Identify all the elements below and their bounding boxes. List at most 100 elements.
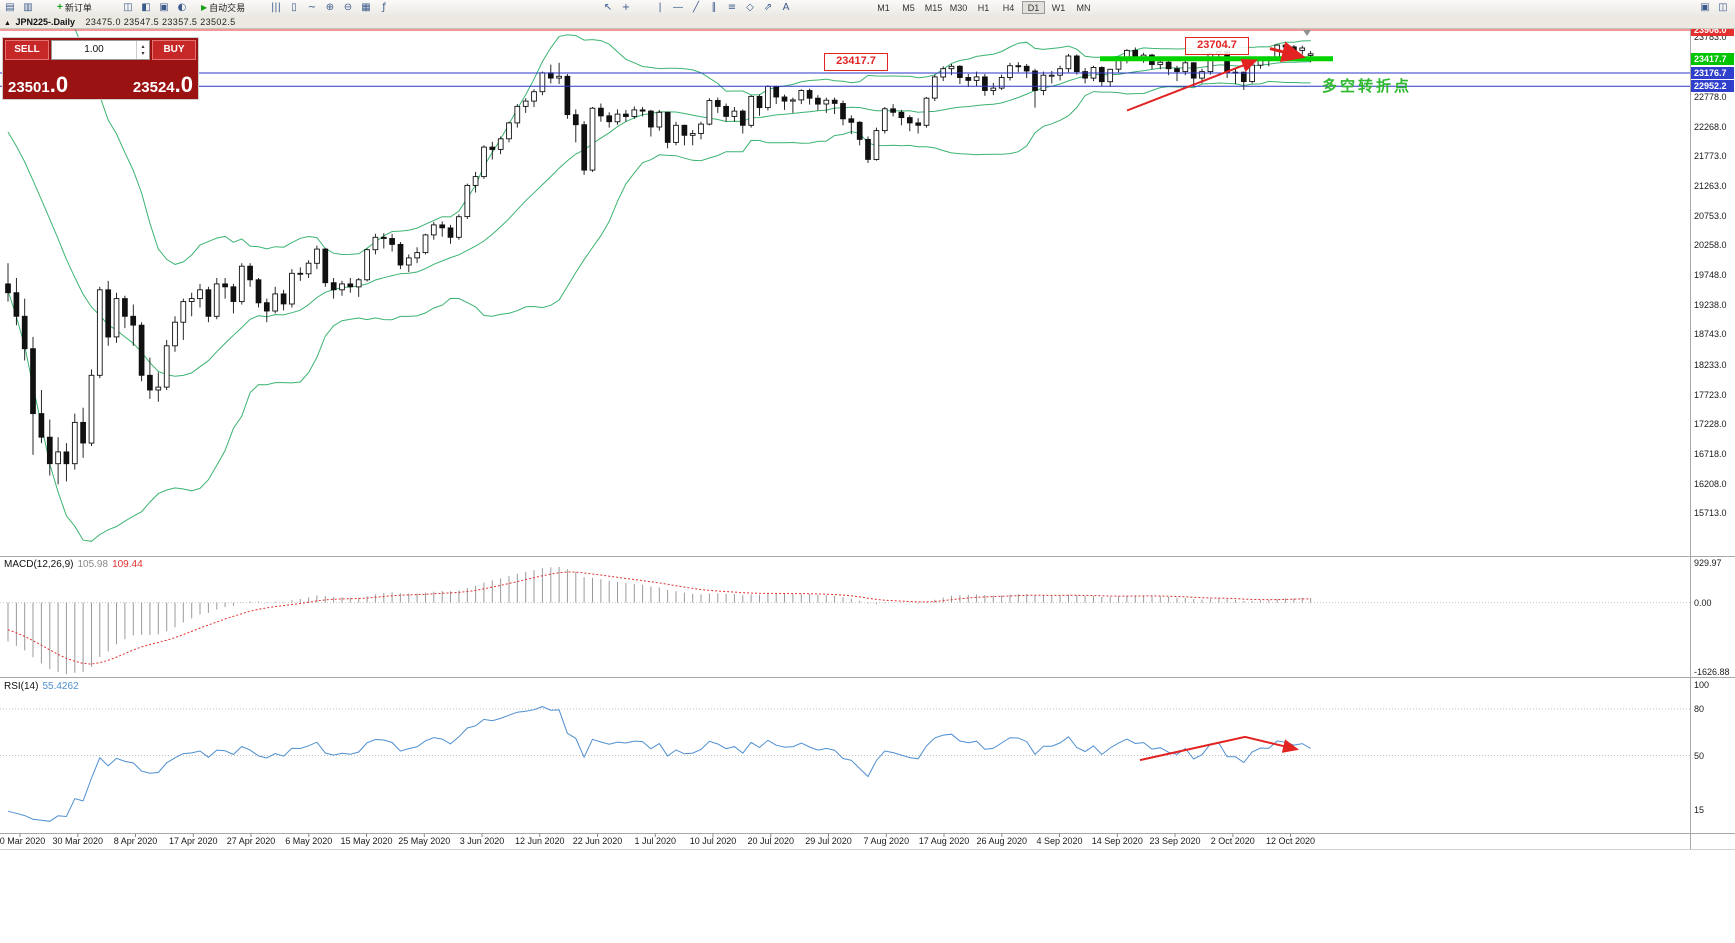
- text-icon[interactable]: A: [782, 2, 790, 13]
- price-scale-tick: 20753.0: [1694, 210, 1727, 221]
- timeframe-d1-button[interactable]: D1: [1022, 1, 1045, 14]
- price-scale-tick: 15713.0: [1694, 508, 1727, 519]
- profiles-icon[interactable]: ▥: [23, 2, 33, 13]
- one-click-trading-panel: SELL 1.00 ▴ ▾ BUY 23501.0 23524.0: [2, 37, 199, 100]
- zoom-out-icon[interactable]: ⊖: [343, 2, 353, 13]
- timeframe-h1-button[interactable]: H1: [972, 1, 995, 14]
- timeframe-m1-button[interactable]: M1: [872, 1, 895, 14]
- lot-up-icon[interactable]: ▴: [141, 43, 145, 50]
- buy-price: 23524.0: [132, 72, 193, 97]
- indicators-icon[interactable]: ƒ: [382, 2, 386, 13]
- date-axis-label: 10 Mar 2020: [0, 836, 46, 846]
- lot-value[interactable]: 1.00: [84, 44, 104, 55]
- macd-scale-value: 929.97: [1694, 558, 1722, 568]
- lot-down-icon[interactable]: ▾: [141, 50, 145, 57]
- chart-canvas[interactable]: [0, 0, 1735, 850]
- horizontal-line-icon[interactable]: ―: [673, 2, 683, 13]
- date-axis-label: 12 Oct 2020: [1265, 836, 1316, 846]
- arrows-icon[interactable]: ⇗: [763, 2, 773, 13]
- date-axis-label: 14 Sep 2020: [1091, 836, 1143, 846]
- rsi-arrow: [1139, 735, 1299, 762]
- autotrading-play-icon: ▶: [201, 3, 208, 12]
- chart-window-icon: ▲: [4, 20, 11, 27]
- fibonacci-icon[interactable]: ≡: [727, 2, 737, 13]
- line-chart-icon[interactable]: ~: [307, 2, 317, 13]
- price-annotation-23704[interactable]: 23704.7: [1185, 37, 1249, 55]
- trendline-icon[interactable]: ╱: [692, 2, 700, 13]
- timeframe-w1-button[interactable]: W1: [1047, 1, 1070, 14]
- rsi-scale-value: 80: [1694, 704, 1705, 714]
- timeframe-m30-button[interactable]: M30: [947, 1, 970, 14]
- crosshair-icon[interactable]: +: [621, 2, 631, 13]
- new-order-plus-icon: +: [57, 2, 63, 13]
- new-order-label: 新订单: [64, 3, 92, 13]
- candlestick-chart-icon[interactable]: ▯: [291, 2, 297, 13]
- date-axis-label: 7 Aug 2020: [863, 836, 910, 846]
- autotrading-button[interactable]: ▶ 自动交易: [198, 1, 248, 15]
- rsi-scale-value: 100: [1694, 680, 1710, 690]
- date-axis-label: 4 Sep 2020: [1036, 836, 1083, 846]
- price-line-tag-blue: 22952.2: [1691, 80, 1734, 93]
- price-scale-tick: 22268.0: [1694, 121, 1727, 132]
- zoom-in-icon[interactable]: ⊕: [325, 2, 335, 13]
- market-watch-icon[interactable]: ◫: [123, 2, 133, 13]
- cursor-icon[interactable]: ↖: [603, 2, 613, 13]
- bar-chart-icon[interactable]: |||: [270, 2, 282, 13]
- new-chart-icon[interactable]: ▤: [5, 2, 15, 13]
- sell-price: 23501.0: [8, 72, 69, 97]
- new-order-button[interactable]: + 新订单: [54, 1, 95, 15]
- shapes-icon[interactable]: ◇: [746, 2, 754, 13]
- price-annotation-23417[interactable]: 23417.7: [824, 53, 888, 71]
- turning-point-label: 多空转折点: [1322, 77, 1413, 95]
- window-cascade-icon[interactable]: ▣: [1700, 2, 1710, 13]
- rsi-indicator-label: RSI(14) 55.4262: [4, 681, 79, 692]
- lot-size-field[interactable]: 1.00 ▴ ▾: [51, 40, 150, 60]
- date-axis-label: 22 Jun 2020: [572, 836, 623, 846]
- macd-scale-value: 0.00: [1694, 597, 1712, 608]
- toolbar: ▤ ▥ + 新订单 ◫ ◧ ▣ ◐ ▶ 自动交易 ||| ▯ ~ ⊕ ⊖ ▦ ƒ ↖ + | ― ╱ ∥ ≡ ◇…: [0, 0, 1735, 17]
- price-scale-tick: 21773.0: [1694, 150, 1727, 161]
- window-tile-icon[interactable]: ◫: [1718, 2, 1728, 13]
- timeframe-m15-button[interactable]: M15: [922, 1, 945, 14]
- vertical-line-icon[interactable]: |: [658, 2, 662, 13]
- date-axis-label: 17 Aug 2020: [918, 836, 970, 846]
- price-line-tag-green: 23417.7: [1691, 52, 1734, 65]
- channel-icon[interactable]: ∥: [711, 2, 717, 13]
- price-scale-tick: 16718.0: [1694, 448, 1727, 459]
- date-axis-label: 20 Jul 2020: [747, 836, 795, 846]
- timeframe-mn-button[interactable]: MN: [1072, 1, 1095, 14]
- date-axis-label: 26 Aug 2020: [976, 836, 1028, 846]
- buy-button[interactable]: BUY: [152, 40, 196, 60]
- sell-button[interactable]: SELL: [5, 40, 49, 60]
- price-scale-tick: 22778.0: [1694, 91, 1727, 102]
- tile-windows-icon[interactable]: ▦: [361, 2, 371, 13]
- rejection-arrow: [1269, 41, 1306, 62]
- date-axis-label: 17 Apr 2020: [169, 836, 218, 846]
- rsi-panel: [0, 706, 1690, 822]
- timeframe-m5-button[interactable]: M5: [897, 1, 920, 14]
- trend-arrow: [1126, 58, 1258, 112]
- date-axis-label: 12 Jun 2020: [515, 836, 565, 846]
- chart-title-bar: ▲ JPN225-.Daily 23475.0 23547.5 23357.5 …: [0, 16, 1735, 29]
- price-scale-tick: 18233.0: [1694, 359, 1727, 370]
- timeframe-h4-button[interactable]: H4: [997, 1, 1020, 14]
- bollinger-bands: [7, 28, 1311, 542]
- date-axis-label: 2 Oct 2020: [1210, 836, 1255, 846]
- date-axis-label: 27 Apr 2020: [226, 836, 276, 846]
- price-scale-tick: 16208.0: [1694, 478, 1727, 489]
- price-scale-tick: 17228.0: [1694, 418, 1727, 429]
- macd-panel: [0, 566, 1690, 675]
- terminal-icon[interactable]: ▣: [159, 2, 169, 13]
- candles-layer: [5, 41, 1314, 485]
- lot-spinner[interactable]: ▴ ▾: [136, 41, 149, 59]
- chart-ohlc-values: 23475.0 23547.5 23357.5 23502.5: [85, 17, 236, 27]
- navigator-icon[interactable]: ◧: [141, 2, 151, 13]
- date-axis-label: 29 Jul 2020: [805, 836, 852, 846]
- horizontal-lines: [0, 29, 1690, 87]
- chart-shift-marker: [1303, 30, 1311, 36]
- price-scale-tick: 18743.0: [1694, 329, 1727, 340]
- date-axis-label: 1 Jul 2020: [634, 836, 677, 846]
- price-scale-tick: 20258.0: [1694, 240, 1727, 251]
- strategy-tester-icon[interactable]: ◐: [177, 2, 187, 13]
